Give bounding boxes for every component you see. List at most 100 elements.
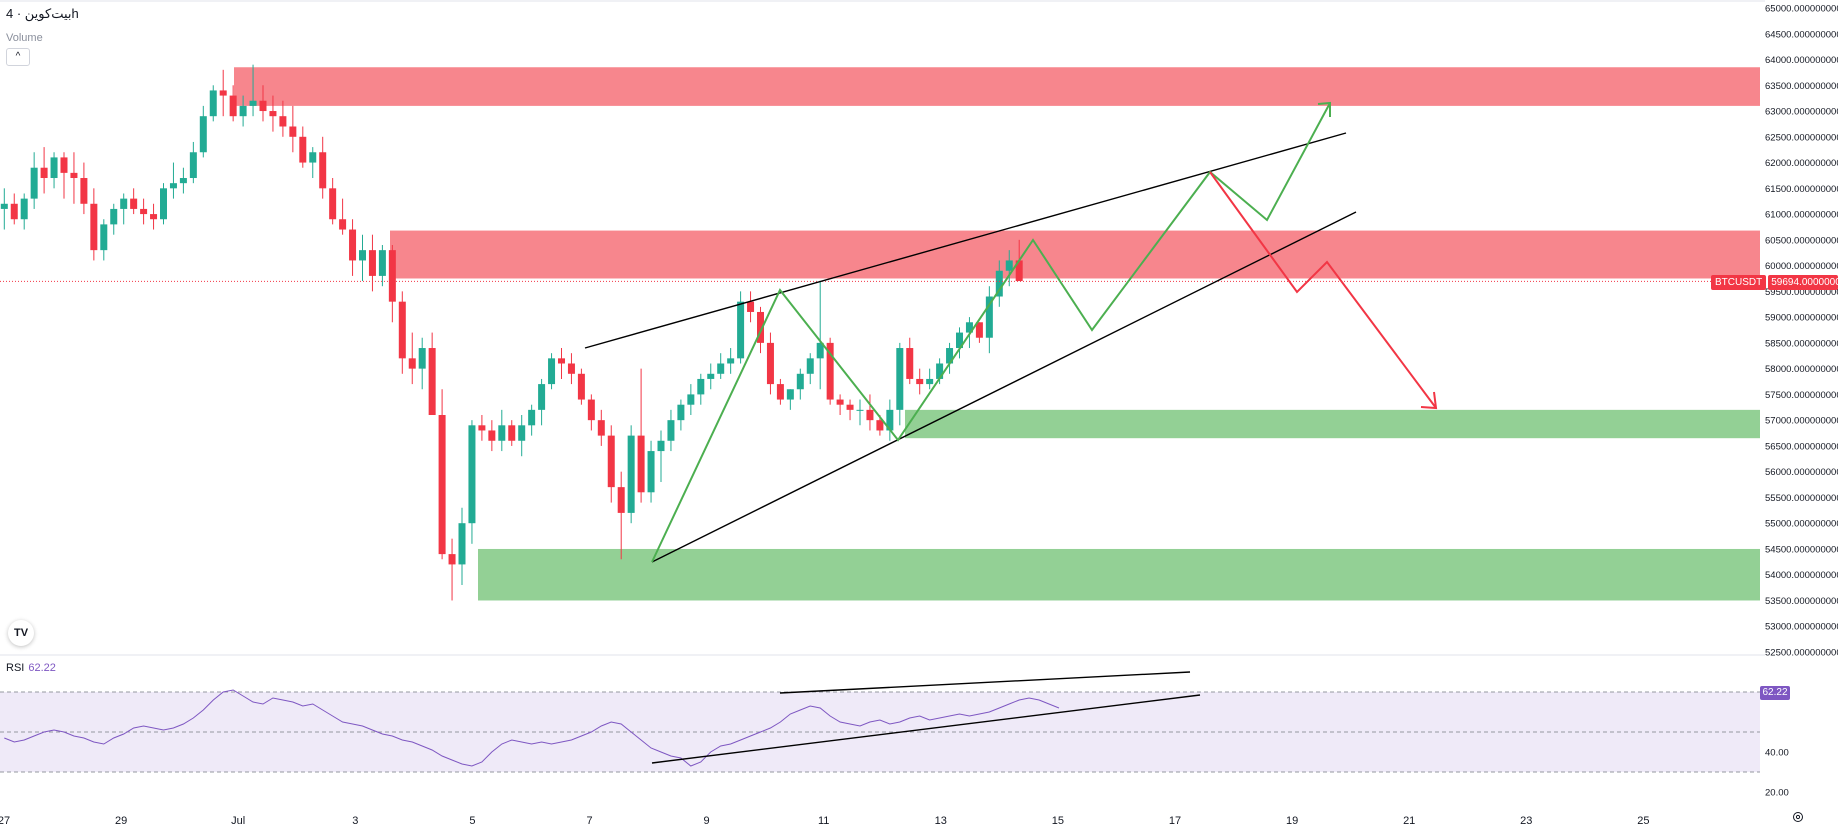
candle-body [309, 152, 317, 163]
candle-body [806, 358, 814, 374]
candle-body [518, 425, 526, 441]
rsi-band [0, 692, 1760, 772]
candle-body [458, 523, 466, 565]
candle-body [90, 203, 98, 251]
candle-body [617, 487, 625, 513]
candle-body [179, 178, 187, 184]
candle-body [757, 311, 764, 343]
candle-body [189, 152, 197, 179]
candle-body [856, 409, 864, 411]
rsi-upper-trendline [779, 671, 1191, 694]
candle-body [319, 152, 327, 189]
candle-body [677, 404, 685, 421]
candle-body [448, 554, 456, 565]
candle-body [637, 435, 645, 493]
candle-body [826, 342, 834, 400]
bear-arrow-head [1420, 391, 1438, 410]
candle-body [906, 348, 914, 379]
candle-body [408, 358, 416, 369]
candle-body [926, 378, 934, 385]
candle-body [219, 90, 227, 96]
candle-body [418, 348, 426, 369]
candle-body [1005, 260, 1013, 271]
candle-body [289, 126, 297, 137]
price-tick-label: 60500.000000000 [1765, 235, 1838, 246]
candle-body [995, 270, 1003, 297]
candle-body [279, 116, 287, 127]
wave-path-green [651, 102, 1331, 563]
candle-body [259, 100, 267, 112]
candle-body [727, 358, 735, 364]
date-tick-label: 17 [1169, 815, 1181, 827]
rsi-lower-trendline [651, 694, 1201, 764]
candle-body [916, 378, 924, 385]
candle-body [468, 425, 476, 524]
candle-body [975, 322, 983, 338]
candle-body [985, 296, 993, 338]
candle-body [965, 322, 973, 333]
date-tick-label: 23 [1520, 815, 1532, 827]
candle-body [239, 105, 247, 117]
candle-body [846, 404, 854, 410]
rsi-label: RSI [6, 662, 25, 674]
candle-body [70, 172, 78, 179]
candle-body [229, 95, 237, 117]
candle-body [597, 420, 605, 436]
candle-body [956, 332, 963, 349]
candle-body [796, 373, 804, 390]
price-tick-label: 59500.000000000 [1765, 287, 1838, 298]
price-tick-label: 57500.000000000 [1765, 390, 1838, 401]
bull-arrow-head [1317, 101, 1331, 117]
date-tick-label: 25 [1637, 815, 1649, 827]
candle-body [438, 415, 446, 555]
wedge-upper-trendline [584, 132, 1347, 349]
date-tick-label: 11 [818, 815, 829, 827]
date-tick-label: Jul [231, 815, 245, 827]
candle-body [339, 219, 347, 230]
price-tick-label: 55000.000000000 [1765, 519, 1838, 530]
candle-body [0, 203, 8, 209]
candle-body [657, 440, 665, 452]
volume-label[interactable]: Volume [6, 32, 43, 44]
candle-body [538, 384, 546, 410]
price-tick-label: 53500.000000000 [1765, 596, 1838, 607]
candle-body [558, 358, 565, 364]
candle-body [488, 430, 496, 441]
chart-title: بیت‌کوین · 4h [6, 6, 79, 21]
zones-layer [234, 67, 1760, 601]
candle-body [299, 136, 307, 163]
candle-body [50, 157, 58, 179]
candle-body [528, 409, 536, 426]
candle-body [776, 384, 784, 400]
price-tick-label: 56500.000000000 [1765, 441, 1838, 452]
candle-body [209, 90, 217, 117]
candles-layer [0, 64, 1023, 601]
candle-body [607, 435, 615, 488]
candle-body [388, 250, 396, 302]
candle-body [766, 342, 774, 385]
candle-body [498, 425, 506, 441]
candle-body [378, 250, 386, 276]
candle-body [398, 301, 406, 359]
settings-icon[interactable] [1792, 811, 1804, 823]
price-tick-label: 65000.000000000 [1765, 4, 1838, 15]
candle-body [737, 301, 745, 359]
date-tick-label: 13 [935, 815, 947, 827]
candle-body [359, 250, 366, 261]
candle-body [697, 378, 705, 395]
candle-body [508, 425, 516, 441]
date-tick-label: 5 [469, 815, 475, 827]
rsi-value: 62.22 [28, 662, 56, 674]
collapse-button[interactable]: ^ [6, 48, 30, 66]
tradingview-logo[interactable]: TV [8, 620, 34, 646]
candle-body [40, 167, 48, 179]
candle-body [548, 358, 556, 385]
price-tick-label: 63500.000000000 [1765, 81, 1838, 92]
rsi-panel [0, 689, 1760, 773]
resistance-zone [390, 230, 1760, 279]
date-axis: 27 29 Jul 3 5 7 9 11 13 15 17 19 21 23 25 [0, 815, 1650, 827]
candle-body [866, 409, 874, 421]
candle-body [80, 178, 88, 204]
price-tick-label: 58000.000000000 [1765, 364, 1838, 375]
